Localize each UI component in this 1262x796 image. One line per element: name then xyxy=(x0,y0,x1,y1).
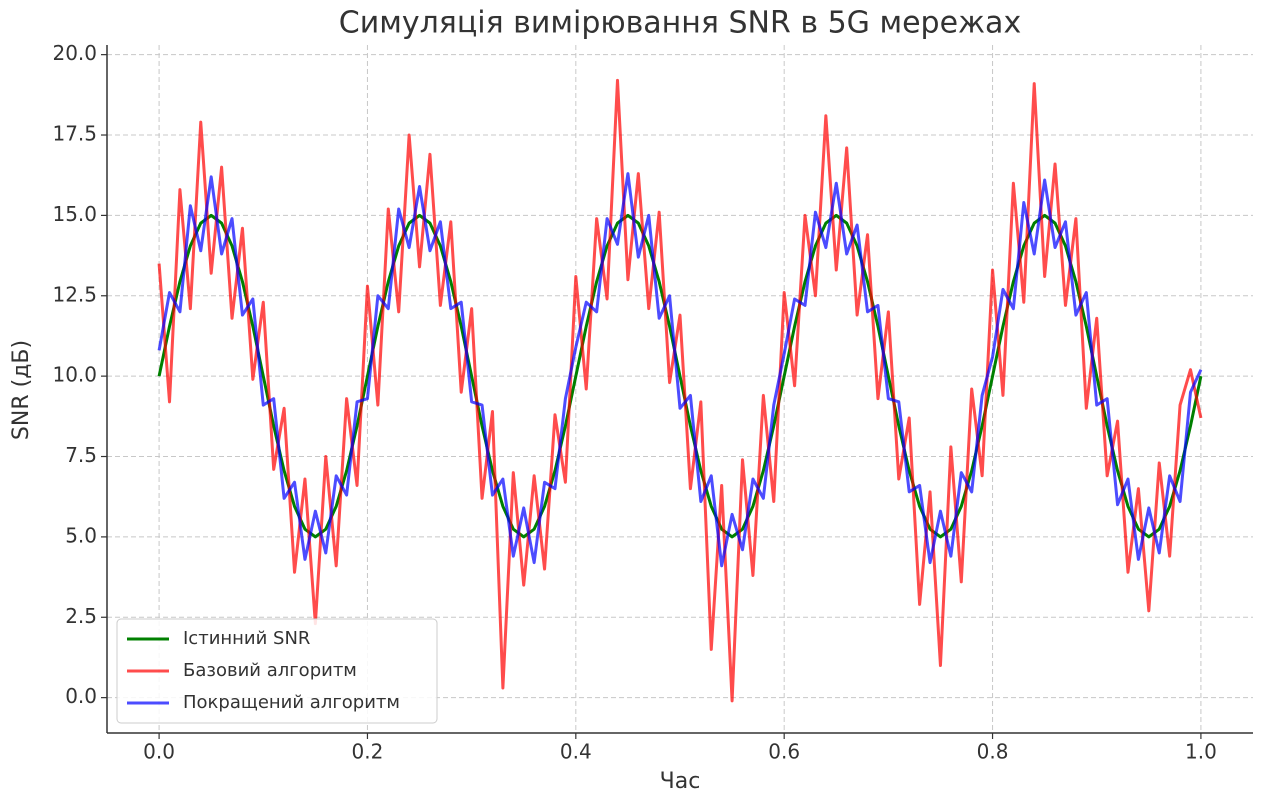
y-tick-label: 2.5 xyxy=(65,604,97,628)
x-tick-label: 0.2 xyxy=(352,740,384,764)
chart-title: Симуляція вимірювання SNR в 5G мережах xyxy=(339,6,1021,41)
x-tick-label: 0.0 xyxy=(143,740,175,764)
y-tick-label: 10.0 xyxy=(52,363,97,387)
legend: Істинний SNR Базовий алгоритм Покращений а… xyxy=(116,618,438,724)
y-axis-label: SNR (дБ) xyxy=(9,340,34,440)
y-tick-label: 17.5 xyxy=(52,122,97,146)
x-tick-label: 0.6 xyxy=(768,740,800,764)
legend-label: Покращений алгоритм xyxy=(183,692,400,713)
x-tick-label: 1.0 xyxy=(1185,740,1217,764)
y-tick-label: 20.0 xyxy=(52,41,97,65)
y-tick-label: 12.5 xyxy=(52,282,97,306)
x-tick-label: 0.8 xyxy=(977,740,1009,764)
y-tick-label: 5.0 xyxy=(65,523,97,547)
legend-label: Базовий алгоритм xyxy=(183,660,357,681)
legend-label: Істинний SNR xyxy=(183,628,310,649)
y-tick-label: 0.0 xyxy=(65,684,97,708)
y-tick-label: 15.0 xyxy=(52,202,97,226)
y-tick-label: 7.5 xyxy=(65,443,97,467)
x-axis-label: Час xyxy=(660,769,701,794)
series-line xyxy=(157,78,1203,703)
series-line xyxy=(157,172,1203,568)
legend-box xyxy=(116,618,438,724)
x-tick-label: 0.4 xyxy=(560,740,592,764)
